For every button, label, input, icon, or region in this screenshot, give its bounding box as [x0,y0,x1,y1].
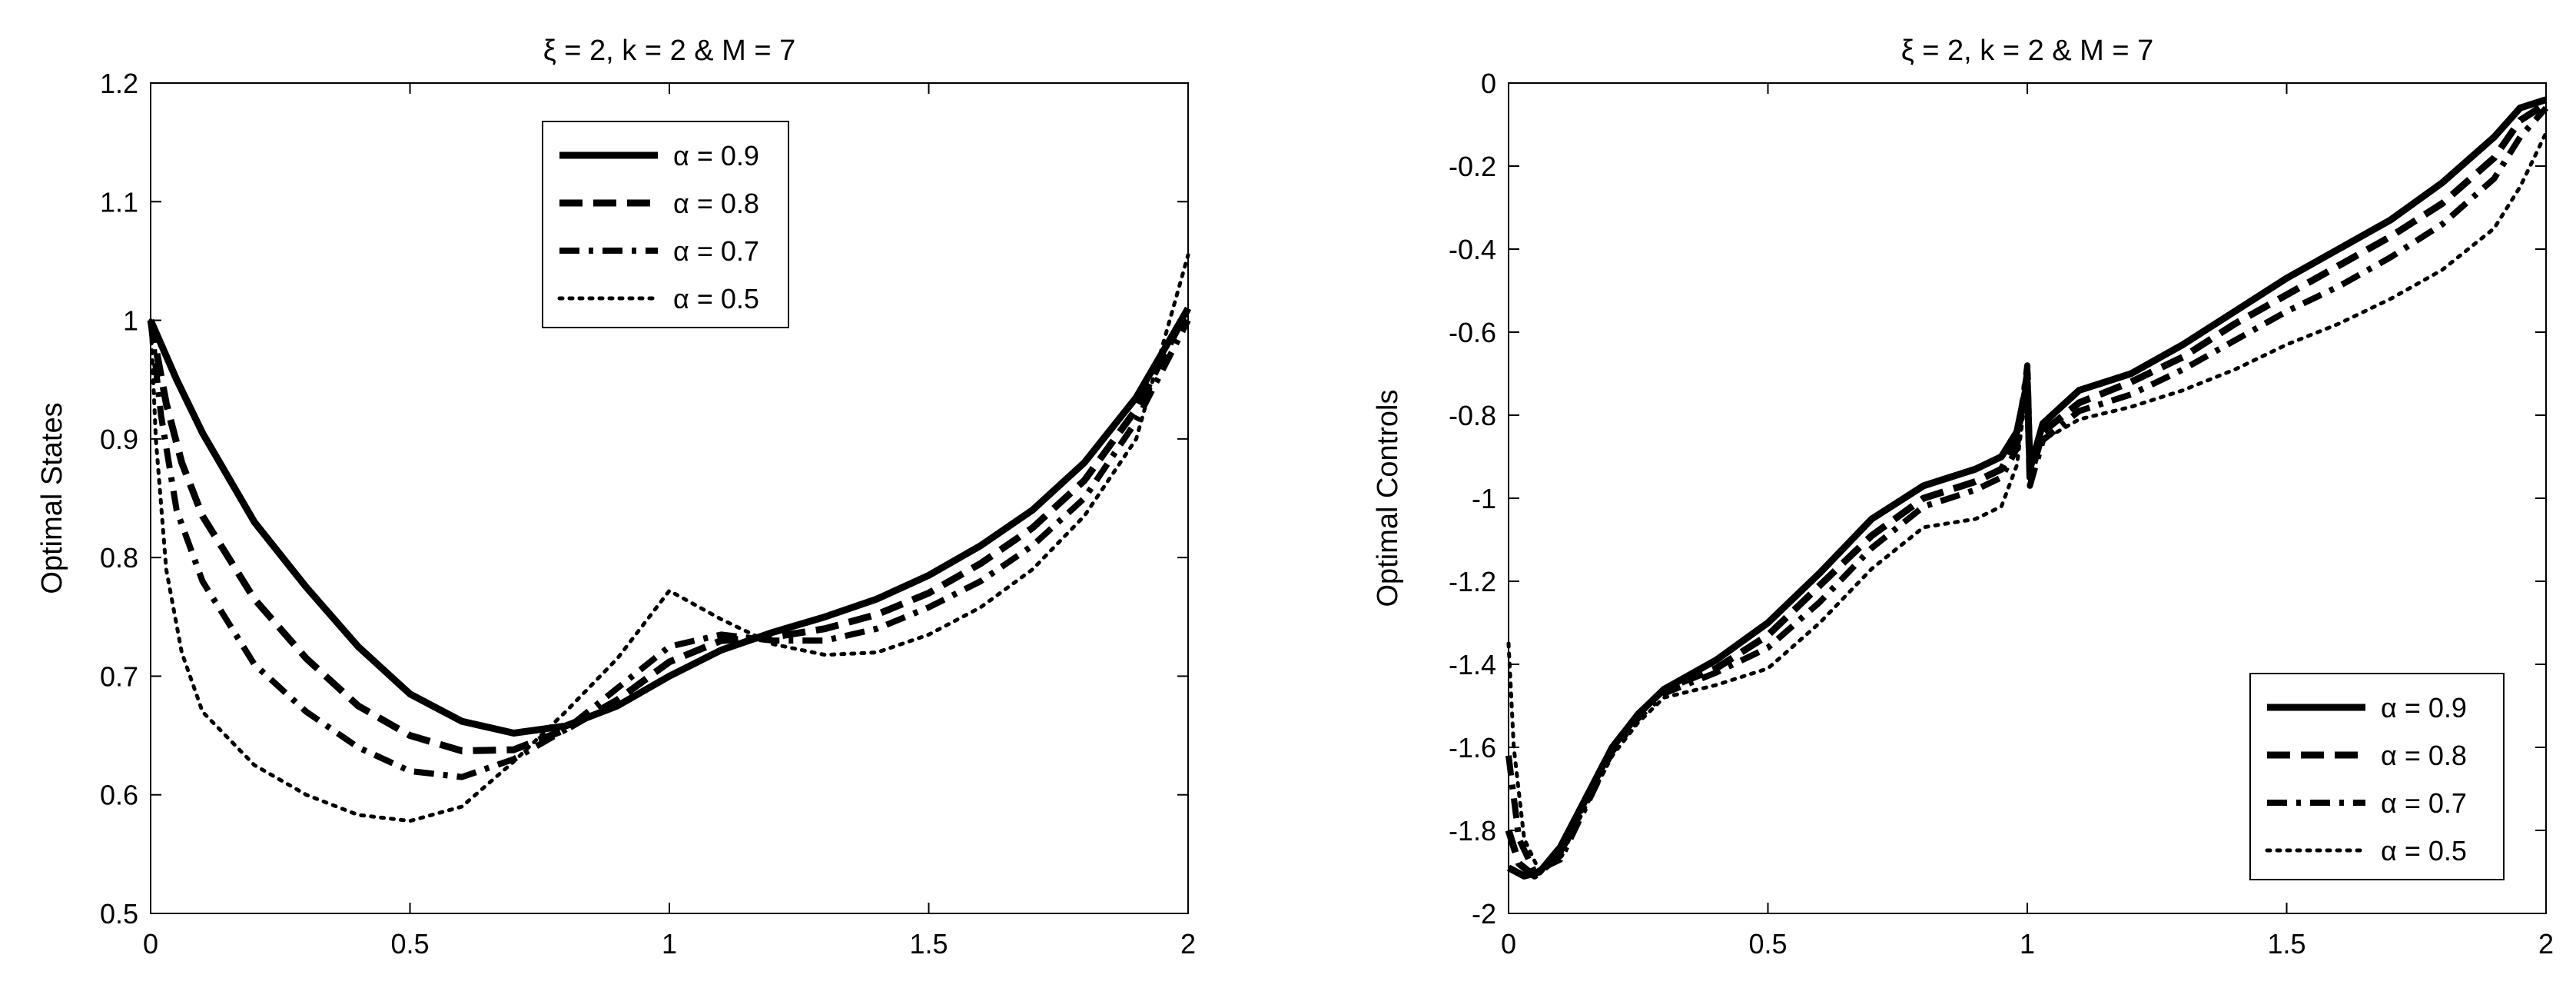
chart-title: ξ = 2, k = 2 & M = 7 [543,35,796,67]
legend-entry-4: α = 0.5 [673,283,759,314]
series-line-4 [148,253,1190,823]
x-tick-label: 0 [143,928,158,960]
legend: α = 0.9 α = 0.8 α = 0.7 α = 0.5 [542,121,789,328]
y-tick-label: 0.8 [100,542,138,574]
legend-entry-3: α = 0.7 [673,235,759,267]
series-line-1 [147,306,1191,737]
series-line-3 [148,318,1191,780]
y-tick-label: 0.6 [100,780,138,811]
legend-entry-1: α = 0.9 [673,140,759,171]
y-tick-label: -1.2 [1449,566,1496,597]
y-axis-label: Optimal States [36,402,68,594]
y-tick-label: -0.8 [1449,400,1496,431]
legend-entry-3: α = 0.7 [2381,787,2467,819]
y-tick-label: 0 [1481,68,1496,99]
x-tick-label: 1 [2020,928,2035,960]
legend-entry-4: α = 0.5 [2381,835,2467,867]
y-tick-label: 0.5 [100,898,138,930]
y-tick-label: 1 [123,305,138,337]
x-tick-label: 2 [2538,928,2554,960]
legend-entry-2: α = 0.8 [673,188,759,219]
legend-entry-2: α = 0.8 [2381,740,2467,771]
chart-title: ξ = 2, k = 2 & M = 7 [1901,35,2154,67]
y-tick-label: -1.6 [1449,732,1496,763]
y-tick-label: -2 [1472,898,1496,930]
y-axis-label: Optimal Controls [1372,390,1404,607]
y-tick-label: -0.2 [1449,151,1496,182]
y-tick-label: -1.8 [1449,815,1496,847]
x-tick-label: 0.5 [1748,928,1787,960]
x-tick-label: 2 [1180,928,1196,960]
chart-2: ξ = 2, k = 2 & M = 7 Optimal Controls 0 0.5… [1372,35,2554,960]
legend-entry-1: α = 0.9 [2381,692,2467,724]
y-tick-label: -1.4 [1449,649,1496,680]
series-line-3 [1505,105,2548,875]
x-tick-label: 1 [662,928,677,960]
y-tick-label: -0.4 [1449,234,1496,265]
y-tick-label: -1 [1472,483,1496,514]
y-tick-label: 1.1 [100,186,138,218]
y-tick-label: -0.6 [1449,317,1496,348]
series-line-2 [1505,101,2548,880]
y-tick-label: 0.7 [100,660,138,692]
x-tick-label: 1.5 [2267,928,2305,960]
series-line-2 [147,307,1192,755]
series-line-4 [1506,131,2548,874]
y-tick-label: 1.2 [100,68,138,99]
legend: α = 0.9 α = 0.8 α = 0.7 α = 0.5 [2249,673,2505,880]
y-tick-label: 0.9 [100,424,138,455]
x-tick-label: 1.5 [909,928,948,960]
x-tick-label: 0 [1501,928,1516,960]
x-tick-label: 0.5 [390,928,429,960]
